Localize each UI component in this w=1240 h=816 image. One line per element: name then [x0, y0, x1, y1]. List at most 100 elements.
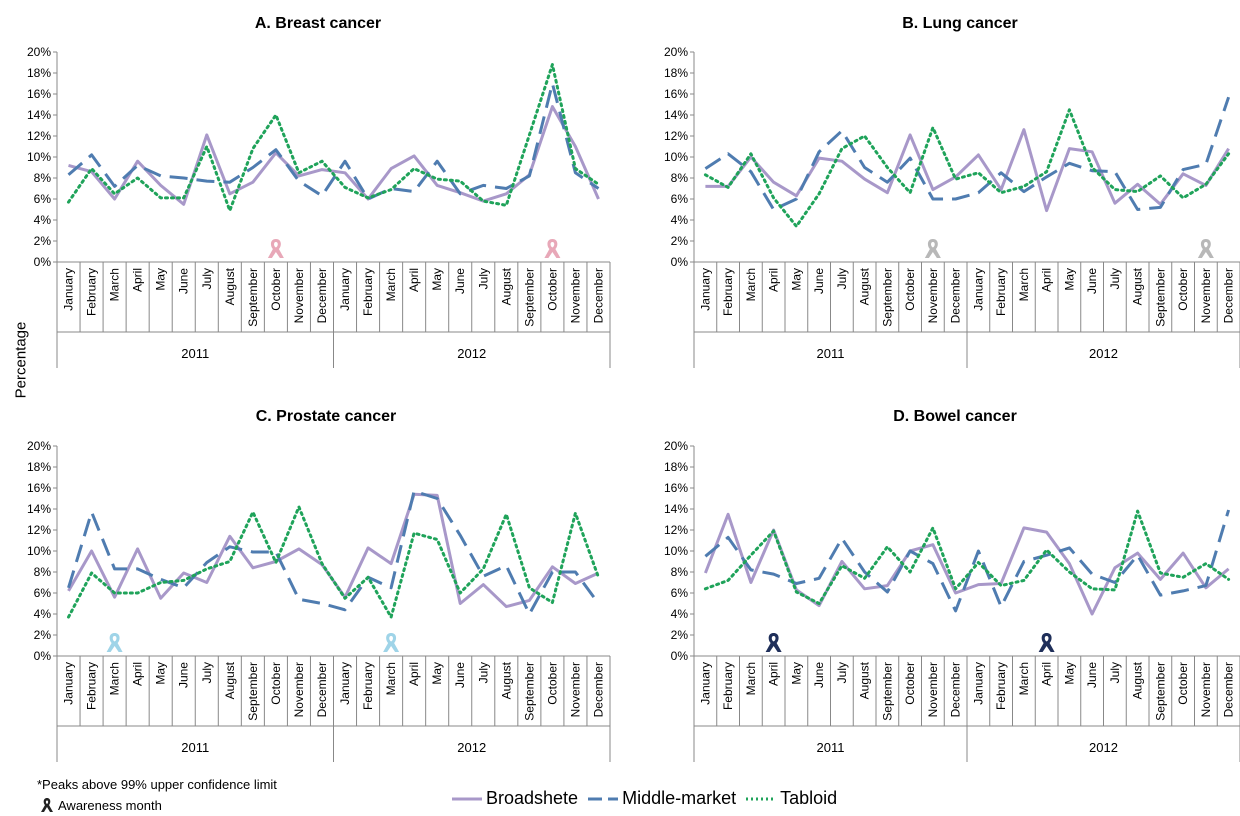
x-tick-label: May — [1062, 268, 1076, 291]
legend: Broadshete Middle-market Tabloid — [452, 788, 837, 809]
x-tick-label: July — [1108, 268, 1122, 289]
x-tick-label: May — [789, 268, 803, 291]
awareness-ribbon-icon — [544, 239, 561, 258]
x-tick-label: July — [476, 662, 490, 683]
x-tick-label: October — [903, 268, 917, 311]
chart-panel-3: C. Prostate cancer 0% 2% 4% 6% 8% 10% 12% 14% 16%… — [27, 408, 611, 762]
y-tick-label: 20% — [664, 439, 688, 453]
y-tick-label: 6% — [671, 586, 689, 600]
x-year-label: 2011 — [181, 346, 209, 361]
x-tick-label: October — [269, 662, 283, 705]
x-year-label: 2012 — [457, 740, 486, 755]
x-tick-label: December — [949, 662, 963, 717]
x-tick-label: October — [545, 268, 559, 311]
y-tick-label: 12% — [664, 523, 688, 537]
x-tick-label: September — [246, 268, 260, 327]
x-tick-label: June — [453, 662, 467, 688]
y-tick-label: 20% — [664, 45, 688, 59]
x-tick-label: July — [835, 268, 849, 289]
x-tick-label: November — [926, 268, 940, 323]
y-tick-label: 8% — [34, 565, 52, 579]
chart-panel-2: B. Lung cancer 0% 2% 4% 6% 8% 10% 12% 14% 16% 18% 2… — [664, 15, 1240, 368]
x-tick-label: June — [812, 662, 826, 688]
y-tick-label: 16% — [27, 481, 51, 495]
y-tick-label: 6% — [34, 192, 52, 206]
x-tick-label: October — [903, 662, 917, 705]
awareness-ribbon-icon — [106, 633, 123, 652]
y-tick-label: 12% — [664, 129, 688, 143]
x-tick-label: August — [1131, 661, 1145, 699]
x-tick-label: February — [85, 268, 99, 316]
y-tick-label: 18% — [27, 66, 51, 80]
chart-title: D. Bowel cancer — [893, 408, 1017, 425]
legend-label-middle-market: Middle-market — [622, 788, 737, 808]
x-tick-label: February — [361, 268, 375, 316]
x-tick-label: November — [1199, 268, 1213, 323]
x-year-label: 2012 — [1089, 740, 1118, 755]
series-line-tabloid — [67, 63, 600, 213]
y-tick-label: 4% — [671, 607, 689, 621]
series-line-tabloid — [703, 509, 1231, 605]
x-tick-label: January — [971, 662, 985, 705]
x-tick-label: March — [108, 662, 122, 695]
y-tick-label: 10% — [664, 150, 688, 164]
x-tick-label: June — [1085, 662, 1099, 688]
y-tick-label: 14% — [664, 108, 688, 122]
x-tick-label: November — [1199, 662, 1213, 717]
x-tick-label: February — [721, 268, 735, 316]
awareness-ribbon-icon — [41, 798, 53, 812]
y-tick-label: 4% — [34, 607, 52, 621]
x-tick-label: December — [591, 662, 605, 717]
y-tick-label: 16% — [27, 87, 51, 101]
x-tick-label: September — [880, 268, 894, 327]
x-year-label: 2012 — [457, 346, 486, 361]
chart-title: A. Breast cancer — [255, 15, 381, 32]
x-tick-label: October — [1176, 662, 1190, 705]
x-tick-label: January — [62, 662, 76, 705]
y-tick-label: 2% — [671, 234, 689, 248]
legend-swatch-middle-market — [588, 797, 619, 800]
chart-title: C. Prostate cancer — [256, 408, 397, 425]
y-tick-label: 4% — [34, 213, 52, 227]
chart-panel-4: D. Bowel cancer 0% 2% 4% 6% 8% 10% 12% 14% 16% 18%… — [664, 408, 1240, 762]
awareness-ribbon-icon — [267, 239, 284, 258]
x-tick-label: January — [971, 268, 985, 311]
x-tick-label: May — [154, 662, 168, 685]
awareness-ribbon-icon — [924, 239, 941, 258]
x-tick-label: April — [1040, 268, 1054, 292]
x-tick-label: February — [994, 268, 1008, 316]
x-tick-label: February — [361, 662, 375, 710]
x-tick-label: January — [62, 268, 76, 311]
x-tick-label: September — [522, 662, 536, 721]
y-tick-label: 18% — [27, 460, 51, 474]
y-tick-label: 0% — [34, 255, 52, 269]
y-tick-label: 2% — [34, 628, 52, 642]
y-axis-label-text: Percentage — [12, 321, 30, 399]
legend-label-broadsheet: Broadshete — [486, 788, 579, 808]
y-tick-label: 6% — [34, 586, 52, 600]
y-tick-label: 0% — [671, 649, 689, 663]
y-tick-label: 8% — [34, 171, 52, 185]
x-tick-label: April — [407, 662, 421, 686]
x-tick-label: November — [292, 268, 306, 323]
x-tick-label: December — [1222, 662, 1236, 717]
x-tick-label: February — [994, 662, 1008, 710]
y-tick-label: 20% — [27, 439, 51, 453]
x-year-label: 2011 — [181, 740, 209, 755]
x-tick-label: August — [223, 661, 237, 699]
chart-title: B. Lung cancer — [902, 15, 1018, 32]
x-year-label: 2011 — [817, 346, 845, 361]
y-tick-label: 10% — [664, 544, 688, 558]
x-tick-label: May — [430, 268, 444, 291]
x-tick-label: August — [858, 661, 872, 699]
x-tick-label: April — [767, 268, 781, 292]
legend-label-tabloid: Tabloid — [780, 788, 838, 808]
y-tick-label: 10% — [27, 544, 51, 558]
y-tick-label: 18% — [664, 66, 688, 80]
series-line-tabloid — [703, 108, 1231, 228]
legend-swatch-tabloid — [746, 797, 777, 800]
y-tick-label: 14% — [27, 108, 51, 122]
awareness-ribbon-icon — [765, 633, 782, 652]
x-tick-label: November — [568, 268, 582, 323]
x-tick-label: March — [1017, 268, 1031, 301]
